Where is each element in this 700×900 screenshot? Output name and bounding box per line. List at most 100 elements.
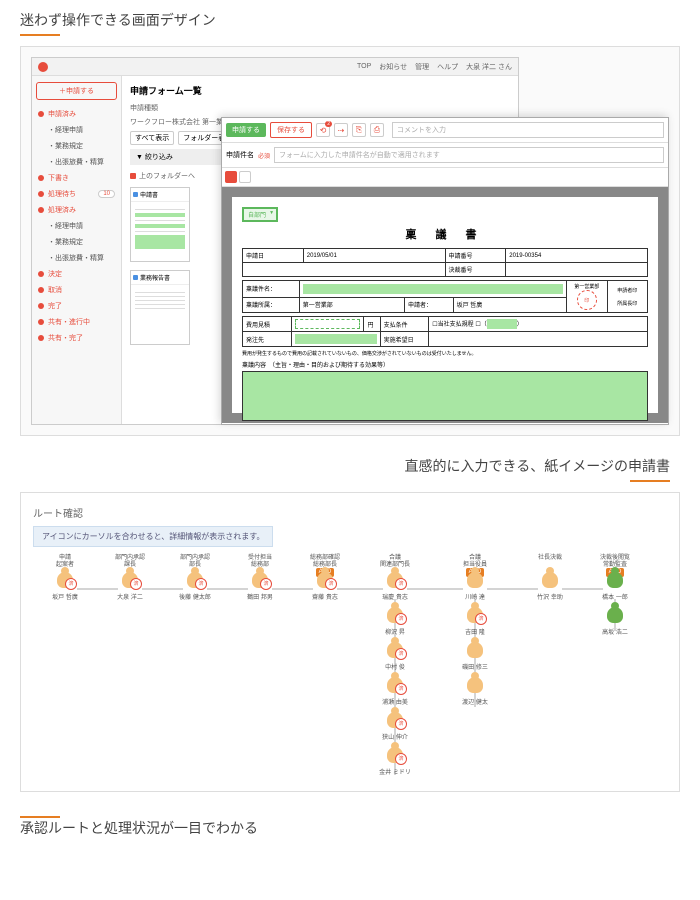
sidebar-subitem[interactable]: ・出張旅費・精算 xyxy=(36,250,117,266)
person-icon xyxy=(387,607,403,623)
sidebar-item[interactable]: 申請済み xyxy=(36,106,117,122)
topbar-user[interactable]: 大泉 洋二 さん xyxy=(466,62,512,72)
content-field[interactable] xyxy=(242,371,648,421)
route-person[interactable]: 瑞慶 貴志 xyxy=(373,572,417,601)
route-person[interactable]: 竹沢 幸助 xyxy=(528,572,572,601)
form-thumbnail[interactable]: 業務報告書 xyxy=(130,270,190,345)
copy-icon[interactable]: ⎘ xyxy=(352,123,366,137)
person-name: 齋藤 貴志 xyxy=(312,592,338,601)
person-icon xyxy=(467,607,483,623)
attachment-icon[interactable]: ⟲2 xyxy=(316,123,330,137)
route-column: 決裁後閲覧常勤監査 AND橋本 一郎高坂 浩二 xyxy=(593,555,637,642)
topbar: TOP お知らせ 管理 ヘルプ 大泉 洋二 さん xyxy=(32,58,518,76)
sidebar-item[interactable]: 処理待ち10 xyxy=(36,186,117,202)
route-person[interactable]: 中村 俊 xyxy=(373,642,417,671)
sidebar-subitem[interactable]: ・出張旅費・精算 xyxy=(36,154,117,170)
stamp-icon: 印 xyxy=(577,290,597,310)
sidebar-item[interactable]: 完了 xyxy=(36,298,117,314)
route-person[interactable]: 後藤 健太郎 xyxy=(173,572,217,601)
person-icon xyxy=(387,677,403,693)
sidebar-item[interactable]: 下書き xyxy=(36,170,117,186)
dept-select[interactable]: 自部門 xyxy=(242,207,278,222)
topbar-link[interactable]: 管理 xyxy=(415,62,429,72)
route-person[interactable]: 磯田 修三 xyxy=(453,642,497,671)
caption-mid-text: 直感的に入力できる、紙イメージの申請書 xyxy=(405,458,670,474)
accent-line xyxy=(630,480,670,482)
person-name: 坂戸 哲廣 xyxy=(52,592,78,601)
person-icon xyxy=(122,572,138,588)
person-icon xyxy=(467,572,483,588)
route-person[interactable]: 柳沢 昇 xyxy=(373,607,417,636)
grid-view-icon[interactable] xyxy=(225,171,237,183)
sidebar-item[interactable]: 共有・進行中 xyxy=(36,314,117,330)
doc-note: 費用が発生するもので費用の記載されていないもの、価格交渉がされていないものは受付… xyxy=(242,350,648,357)
accent-line xyxy=(20,816,60,818)
tab-all[interactable]: すべて表示 xyxy=(130,131,174,145)
person-icon xyxy=(467,677,483,693)
sidebar-item[interactable]: 決定 xyxy=(36,266,117,282)
person-name: 高坂 浩二 xyxy=(602,627,628,636)
person-name: 川崎 達 xyxy=(465,592,485,601)
person-name: 後藤 健太郎 xyxy=(179,592,211,601)
form-thumbnail[interactable]: 申請書 xyxy=(130,187,190,262)
pay-other-field[interactable] xyxy=(487,319,517,329)
topbar-link[interactable]: お知らせ xyxy=(379,62,407,72)
sidebar-item[interactable]: 共有・完了 xyxy=(36,330,117,346)
sidebar-subitem[interactable]: ・経理申請 xyxy=(36,218,117,234)
route-person[interactable]: 川崎 達 xyxy=(453,572,497,601)
route-person[interactable]: 狭山 伸介 xyxy=(373,712,417,741)
sidebar-item[interactable]: 取消 xyxy=(36,282,117,298)
route-column: 合議関連部門長瑞慶 貴志柳沢 昇中村 俊浦瀬 由美狭山 伸介金井 ミドリ xyxy=(373,555,417,782)
caption-mid: 直感的に入力できる、紙イメージの申請書 xyxy=(0,446,700,492)
accent-line xyxy=(20,34,60,36)
route-person[interactable]: 鶴田 邦男 xyxy=(238,572,282,601)
app-logo-icon xyxy=(38,62,48,72)
person-icon xyxy=(387,747,403,763)
route-person[interactable]: 浦瀬 由美 xyxy=(373,677,417,706)
person-icon xyxy=(187,572,203,588)
topbar-link[interactable]: ヘルプ xyxy=(437,62,458,72)
route-person[interactable]: 渡辺 健太 xyxy=(453,677,497,706)
person-name: 渡辺 健太 xyxy=(462,697,488,706)
topbar-link[interactable]: TOP xyxy=(357,63,371,70)
caption-bottom: 承認ルートと処理状況が一目でわかる xyxy=(0,802,700,848)
route-person[interactable]: 吉田 隆 xyxy=(453,607,497,636)
comment-input[interactable]: コメントを入力 xyxy=(392,122,664,138)
doc-header-table: 申請日 2019/05/01 申請番号 2019-00354 決裁番号 xyxy=(242,248,648,277)
route-column: 社長決裁 竹沢 幸助 xyxy=(528,555,572,607)
person-icon xyxy=(467,642,483,658)
person-icon xyxy=(317,572,333,588)
document: 自部門 稟 議 書 申請日 2019/05/01 申請番号 2019-00354… xyxy=(232,197,658,413)
sidebar-subitem[interactable]: ・経理申請 xyxy=(36,122,117,138)
modal-apply-button[interactable]: 申請する xyxy=(226,123,266,137)
person-name: 柳沢 昇 xyxy=(385,627,405,636)
subject-field[interactable] xyxy=(303,284,563,294)
route-person[interactable]: 齋藤 貴志 xyxy=(303,572,347,601)
person-name: 橋本 一郎 xyxy=(602,592,628,601)
modal-toolbar: 申請する 保存する ⟲2 ⇢ ⎘ ⎙ コメントを入力 xyxy=(222,118,668,143)
route-person[interactable]: 大泉 洋二 xyxy=(108,572,152,601)
route-column: 申請起案者坂戸 哲廣 xyxy=(43,555,87,607)
person-icon xyxy=(607,607,623,623)
apply-button[interactable]: ＋申請する xyxy=(36,82,117,100)
order-field[interactable] xyxy=(295,334,377,344)
sidebar-item[interactable]: 処理済み xyxy=(36,202,117,218)
route-person[interactable]: 橋本 一郎 xyxy=(593,572,637,601)
sidebar-subitem[interactable]: ・業務規定 xyxy=(36,234,117,250)
modal-save-button[interactable]: 保存する xyxy=(270,122,312,138)
main-section: 申請種類 xyxy=(130,103,510,113)
route-diagram: 申請起案者坂戸 哲廣部門内承認課長大泉 洋二部門内承認部長後藤 健太郎受付担当総… xyxy=(33,555,667,775)
route-column: 部門内承認課長大泉 洋二 xyxy=(108,555,152,607)
print-icon[interactable]: ⎙ xyxy=(370,123,384,137)
route-person[interactable]: 坂戸 哲廣 xyxy=(43,572,87,601)
route-person[interactable]: 金井 ミドリ xyxy=(373,747,417,776)
sidebar-subitem[interactable]: ・業務規定 xyxy=(36,138,117,154)
route-title: ルート確認 xyxy=(33,505,667,520)
route-person[interactable]: 高坂 浩二 xyxy=(593,607,637,636)
route-icon[interactable]: ⇢ xyxy=(334,123,348,137)
estimate-field[interactable] xyxy=(295,319,361,329)
list-view-icon[interactable] xyxy=(239,171,251,183)
person-icon xyxy=(252,572,268,588)
person-name: 金井 ミドリ xyxy=(379,767,411,776)
name-input[interactable]: フォームに入力した申請件名が自動で適用されます xyxy=(274,147,664,163)
